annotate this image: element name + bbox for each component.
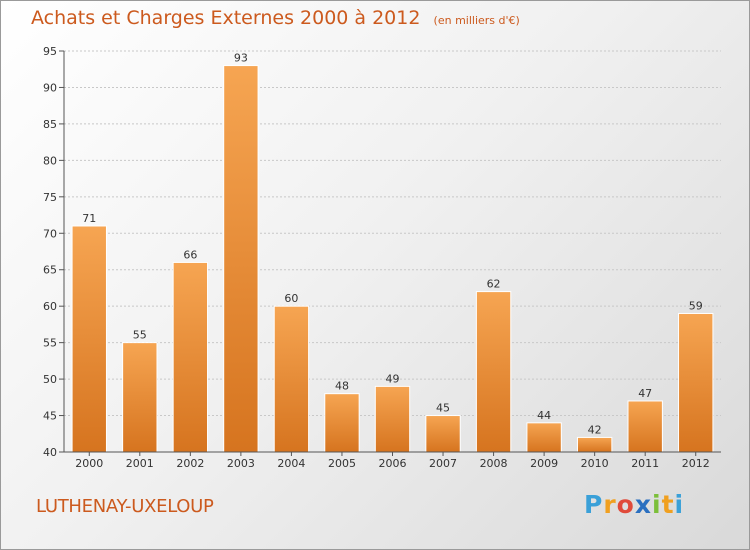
bar-value-label: 45 [436,402,450,415]
y-tick-label: 85 [43,118,57,131]
bar-value-label: 48 [335,380,349,393]
x-tick-label: 2009 [530,457,558,470]
axis-layer: 40 45 50 55 60 65 70 75 80 85 90 95 2000 2001 2002 2003… [43,45,721,470]
bar [627,400,663,453]
logo-letter: t [661,490,675,519]
y-tick-label: 90 [43,81,57,94]
bar-value-label: 71 [82,212,96,225]
logo-letter: o [616,490,635,519]
x-tick-label: 2000 [75,457,103,470]
commune-name: LUTHENAY-UXELOUP [36,496,214,517]
y-tick-label: 70 [43,227,57,240]
y-tick-label: 50 [43,373,57,386]
title-row: Achats et Charges Externes 2000 à 2012 (… [31,7,520,29]
logo-letter: x [634,490,652,519]
bar [374,385,411,453]
proxiti-logo: Proxiti [584,490,684,519]
bars-layer: 71 55 66 93 60 48 49 45 62 44 42 47 59 [71,52,714,453]
y-tick-label: 65 [43,264,57,277]
bar-value-label: 59 [689,299,703,312]
logo-letter: i [674,490,685,519]
bar [425,415,461,453]
y-tick-label: 75 [43,191,57,204]
bar [223,65,259,453]
x-tick-label: 2005 [328,457,356,470]
logo-letter: r [603,490,617,519]
x-tick-label: 2012 [682,457,710,470]
x-tick-label: 2006 [379,457,407,470]
logo-letter: P [584,490,604,519]
x-tick-label: 2007 [429,457,457,470]
x-tick-label: 2010 [581,457,609,470]
y-tick-label: 95 [43,45,57,58]
y-tick-label: 80 [43,154,57,167]
bar [273,305,310,453]
bar [526,422,562,453]
x-tick-label: 2008 [480,457,508,470]
bar [678,312,714,453]
x-tick-label: 2004 [277,457,305,470]
x-tick-label: 2011 [631,457,659,470]
bar [71,225,107,453]
bar-value-label: 55 [133,329,147,342]
y-tick-label: 60 [43,300,57,313]
bar-value-label: 44 [537,409,551,422]
x-tick-label: 2003 [227,457,255,470]
bar-value-label: 62 [487,278,501,291]
bar [475,291,512,453]
x-tick-label: 2001 [126,457,154,470]
bar-value-label: 93 [234,52,248,65]
bar [172,261,209,453]
logo-letter: i [652,490,662,519]
y-tick-label: 40 [43,446,57,459]
bar [122,342,158,453]
y-tick-label: 55 [43,337,57,350]
chart-subtitle: (en milliers d'€) [433,14,520,27]
bar-value-label: 60 [284,292,298,305]
bar-value-label: 66 [183,248,197,261]
bar-value-label: 47 [638,387,652,400]
bar [576,436,613,453]
y-tick-label: 45 [43,410,57,423]
bar-value-label: 42 [588,423,602,436]
chart-title: Achats et Charges Externes 2000 à 2012 [31,7,421,29]
bar-value-label: 49 [386,372,400,385]
x-tick-label: 2002 [176,457,204,470]
bar [324,393,360,453]
